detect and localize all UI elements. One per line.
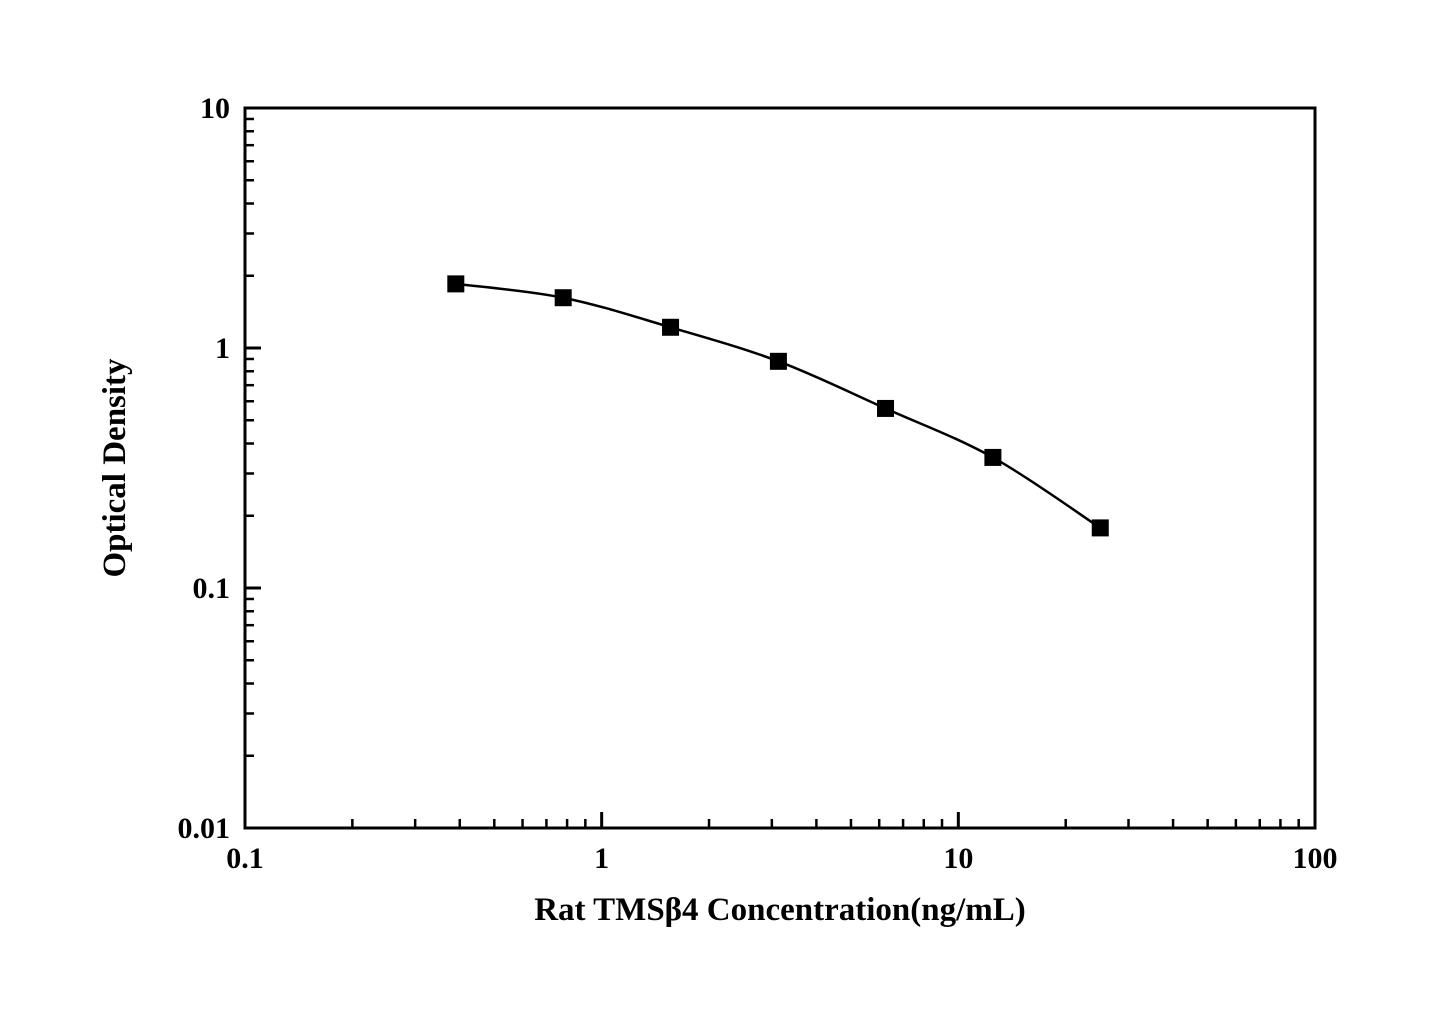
y-axis-label: Optical Density <box>97 358 133 578</box>
y-tick-label: 0.01 <box>178 812 231 845</box>
chart-svg: 0.11101000.010.1110Rat TMSβ4 Concentrati… <box>0 0 1445 1009</box>
x-tick-label: 100 <box>1293 842 1338 875</box>
y-tick-label: 10 <box>200 92 230 125</box>
x-axis-label: Rat TMSβ4 Concentration(ng/mL) <box>534 892 1026 928</box>
x-tick-label: 10 <box>943 842 973 875</box>
data-marker <box>1092 520 1108 536</box>
data-marker <box>985 449 1001 465</box>
data-marker <box>878 400 894 416</box>
y-tick-label: 1 <box>215 332 230 365</box>
chart-background <box>0 0 1445 1009</box>
y-tick-label: 0.1 <box>193 572 231 605</box>
data-marker <box>555 290 571 306</box>
data-marker <box>448 276 464 292</box>
data-marker <box>663 319 679 335</box>
chart-container: 0.11101000.010.1110Rat TMSβ4 Concentrati… <box>0 0 1445 1009</box>
x-tick-label: 0.1 <box>226 842 264 875</box>
data-marker <box>770 353 786 369</box>
x-tick-label: 1 <box>594 842 609 875</box>
